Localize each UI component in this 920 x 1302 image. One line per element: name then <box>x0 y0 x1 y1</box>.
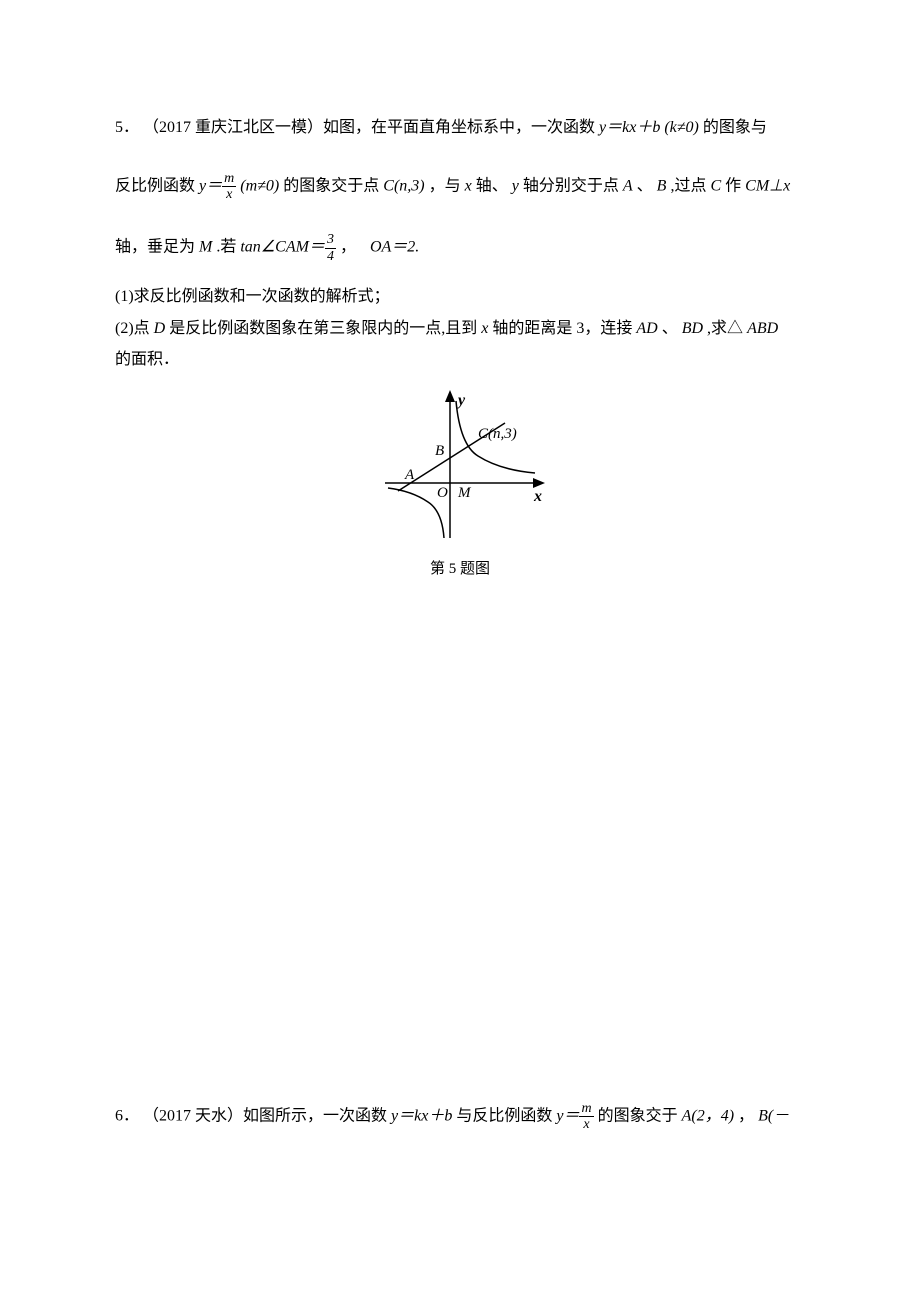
svg-text:C(n,3): C(n,3) <box>478 426 517 442</box>
text: 反比例函数 <box>115 177 199 194</box>
text: (2)点 <box>115 320 154 337</box>
text: ,求△ <box>707 320 743 337</box>
condition: (k≠0) <box>664 119 699 136</box>
svg-text:A: A <box>404 467 415 483</box>
problem-5-line-1: 5． （2017 重庆江北区一模）如图，在平面直角坐标系中，一次函数 y＝kx＋… <box>115 115 805 141</box>
numerator: 3 <box>325 232 336 248</box>
text: （2017 天水）如图所示，一次函数 <box>143 1107 391 1124</box>
text: y＝ <box>556 1107 579 1124</box>
abd: ABD <box>747 320 778 337</box>
svg-text:x: x <box>533 488 542 505</box>
fraction: m x <box>579 1101 593 1133</box>
point-c: C(n,3) <box>383 177 424 194</box>
figure-5-container: y x A B C(n,3) O M 第 5 题图 <box>115 383 805 581</box>
subquestion-1: (1)求反比例函数和一次函数的解析式； <box>115 284 805 310</box>
point-b: B <box>657 177 667 194</box>
point-m: M <box>199 239 212 256</box>
text: ，与 <box>429 177 465 194</box>
text: 的图象与 <box>703 119 767 136</box>
denominator: x <box>579 1117 593 1132</box>
text: 轴分别交于点 <box>523 177 623 194</box>
point-b: B(－ <box>758 1107 789 1124</box>
point-a: A <box>623 177 633 194</box>
svg-text:M: M <box>457 485 472 501</box>
figure-5-caption: 第 5 题图 <box>115 557 805 581</box>
oa-expr: OA＝2. <box>370 239 419 256</box>
subquestion-2-line-2: 的面积． <box>115 347 805 373</box>
numerator: m <box>579 1101 593 1117</box>
figure-5-diagram: y x A B C(n,3) O M <box>370 383 550 543</box>
svg-text:O: O <box>437 485 448 501</box>
x-axis: x <box>481 320 488 337</box>
linear-function: y＝kx＋b <box>391 1107 452 1124</box>
bd: BD <box>682 320 703 337</box>
text: 的图象交于 <box>598 1107 682 1124</box>
text: 、 <box>637 177 653 194</box>
text: y＝ <box>199 177 222 194</box>
problem-5-line-3: 轴，垂足为 M .若 tan∠CAM＝ 3 4 ， OA＝2. <box>115 232 805 264</box>
problem-number: 6． <box>115 1107 139 1124</box>
fraction: m x <box>222 171 236 203</box>
svg-text:B: B <box>435 443 444 459</box>
problem-5: 5． （2017 重庆江北区一模）如图，在平面直角坐标系中，一次函数 y＝kx＋… <box>115 115 805 581</box>
condition: (m≠0) <box>240 177 279 194</box>
text: 作 <box>725 177 745 194</box>
problem-6-line-1: 6． （2017 天水）如图所示，一次函数 y＝kx＋b 与反比例函数 y＝ m… <box>115 1101 805 1133</box>
ad: AD <box>636 320 657 337</box>
text: ， <box>738 1107 754 1124</box>
point-a: A(2，4) <box>682 1107 734 1124</box>
text: .若 <box>216 239 240 256</box>
text: 的图象交于点 <box>283 177 383 194</box>
x-axis: x <box>465 177 472 194</box>
denominator: 4 <box>325 249 336 264</box>
problem-number: 5． <box>115 119 139 136</box>
linear-function: y＝kx＋b <box>599 119 660 136</box>
tan-expr: tan∠CAM＝ <box>240 239 325 256</box>
fraction: 3 4 <box>325 232 336 264</box>
text: 轴的距离是 3，连接 <box>492 320 636 337</box>
point-d: D <box>154 320 166 337</box>
problem-5-line-2: 反比例函数 y＝ m x (m≠0) 的图象交于点 C(n,3) ，与 x 轴、… <box>115 171 805 203</box>
numerator: m <box>222 171 236 187</box>
text: 、 <box>662 320 678 337</box>
text: ,过点 <box>670 177 710 194</box>
text: 与反比例函数 <box>456 1107 556 1124</box>
svg-text:y: y <box>456 392 466 409</box>
text: 轴，垂足为 <box>115 239 199 256</box>
text: 是反比例函数图象在第三象限内的一点,且到 <box>169 320 481 337</box>
text: （2017 重庆江北区一模）如图，在平面直角坐标系中，一次函数 <box>143 119 599 136</box>
text: ， <box>340 239 360 256</box>
cm-perp: CM⊥x <box>745 177 790 194</box>
denominator: x <box>222 187 236 202</box>
text: 轴、 <box>476 177 508 194</box>
spacer <box>115 621 805 1101</box>
y-axis: y <box>512 177 519 194</box>
point-c: C <box>710 177 721 194</box>
problem-6: 6． （2017 天水）如图所示，一次函数 y＝kx＋b 与反比例函数 y＝ m… <box>115 1101 805 1133</box>
subquestion-2-line-1: (2)点 D 是反比例函数图象在第三象限内的一点,且到 x 轴的距离是 3，连接… <box>115 316 805 342</box>
